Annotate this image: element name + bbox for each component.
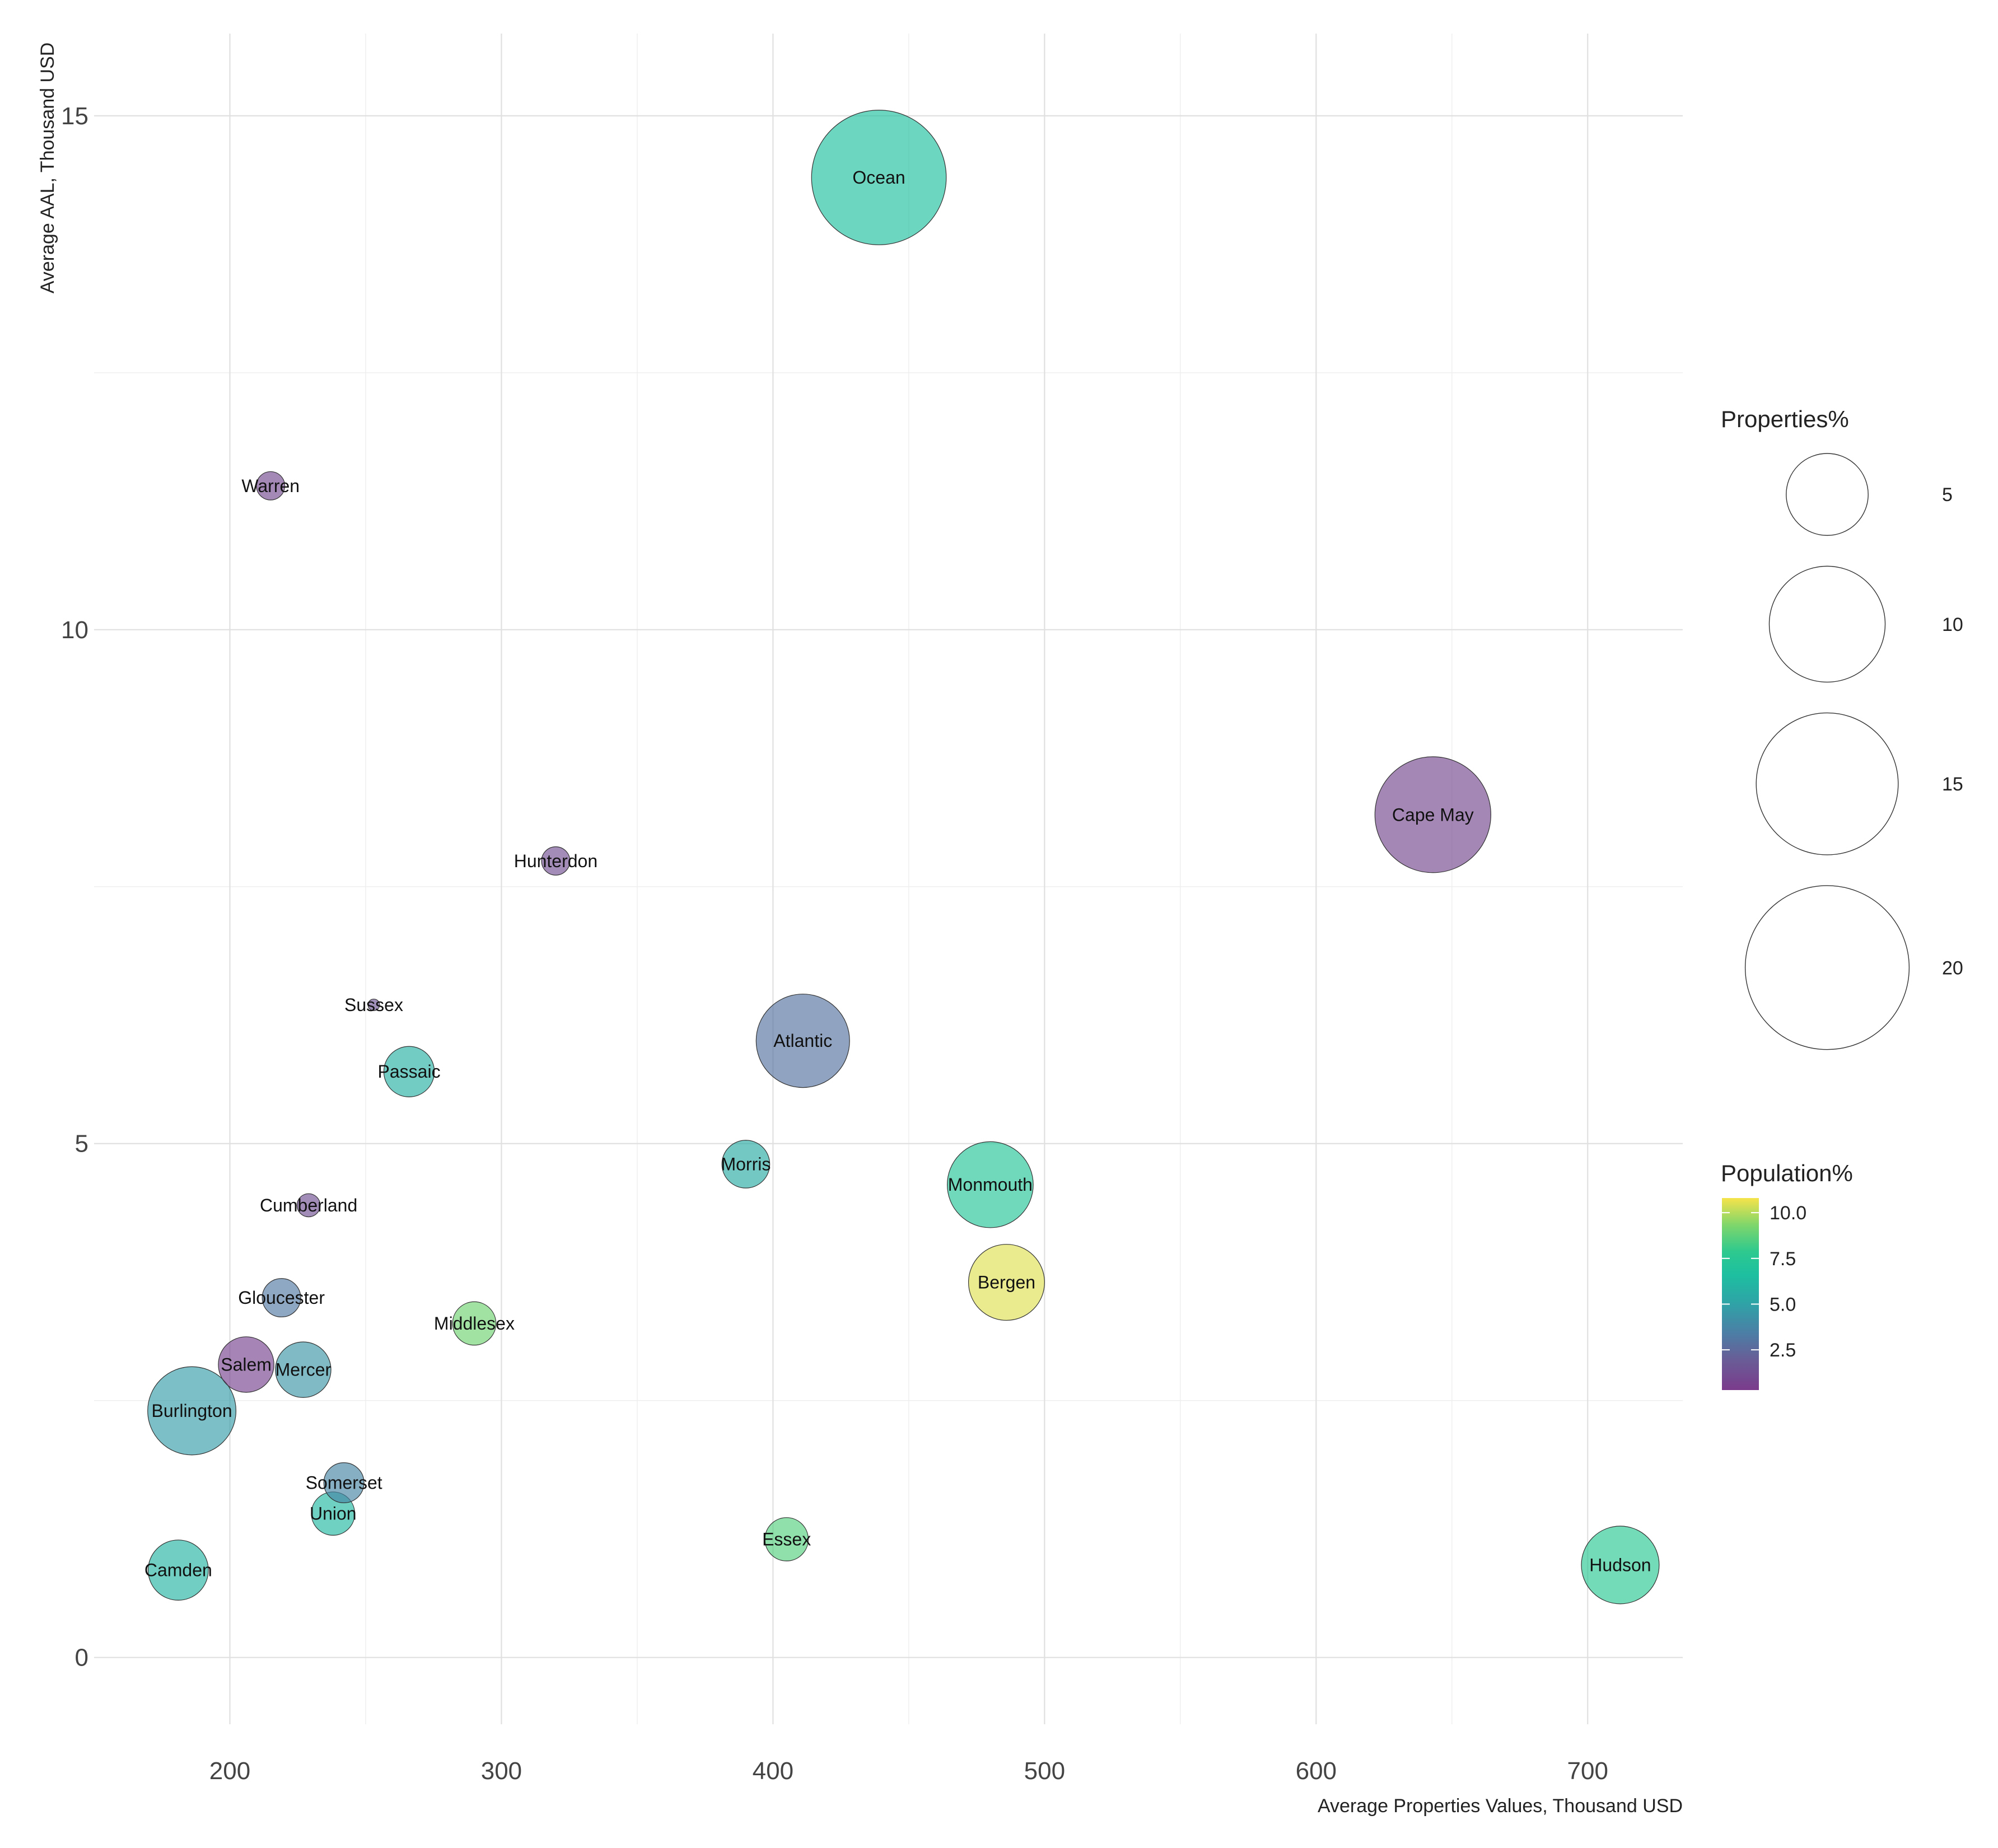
bubble-label-sussex: Sussex (344, 995, 403, 1015)
bubble-label-warren: Warren (241, 476, 300, 496)
bubble-label-atlantic: Atlantic (773, 1031, 832, 1051)
bubble-cumberland (296, 1193, 321, 1218)
color-legend: Population% 2.5 5.0 7.5 10.0 (1721, 1160, 1853, 1390)
bubble-label-essex: Essex (762, 1529, 811, 1550)
bubble-label-middlesex: Middlesex (434, 1313, 515, 1334)
bubble-bergen (968, 1244, 1045, 1321)
bubble-label-ocean: Ocean (852, 167, 905, 188)
x-axis-ticks: 200 300 400 500 600 700 (209, 1757, 1608, 1785)
x-tick-label: 600 (1296, 1757, 1337, 1785)
x-tick-label: 500 (1024, 1757, 1065, 1785)
bubble-label-somerset: Somerset (306, 1473, 382, 1493)
x-tick-label: 300 (481, 1757, 522, 1785)
bubble-gloucester (262, 1278, 301, 1318)
bubbles (147, 110, 1660, 1604)
bubble-label-cape-may: Cape May (1392, 804, 1474, 825)
bubble-sussex (367, 998, 380, 1011)
y-axis-ticks: 0 5 10 15 (61, 102, 88, 1672)
bubble-label-bergen: Bergen (978, 1272, 1035, 1293)
size-legend-circle (1744, 885, 1910, 1050)
size-legend-label: 15 (1942, 774, 1963, 795)
bubble-atlantic (755, 994, 850, 1088)
bubble-morris (721, 1140, 771, 1189)
size-legend-title: Properties% (1721, 406, 1849, 432)
color-legend-label: 2.5 (1770, 1340, 1796, 1361)
minor-gridlines (94, 34, 1683, 1724)
bubble-warren (256, 471, 286, 500)
color-legend-label: 10.0 (1770, 1203, 1806, 1224)
bubble-label-morris: Morris (721, 1154, 771, 1174)
bubble-passaic (383, 1046, 435, 1097)
bubble-essex (764, 1517, 809, 1561)
color-legend-label: 5.0 (1770, 1294, 1796, 1315)
x-tick-label: 200 (209, 1757, 250, 1785)
bubble-label-mercer: Mercer (276, 1360, 332, 1380)
size-legend-label: 20 (1942, 957, 1963, 979)
bubble-somerset (323, 1462, 365, 1504)
bubble-mercer (275, 1341, 332, 1398)
bubble-hunterdon (541, 846, 571, 876)
y-tick-label: 0 (75, 1644, 88, 1672)
bubble-monmouth (946, 1141, 1034, 1228)
bubble-label-burlington: Burlington (152, 1401, 232, 1421)
y-tick-label: 15 (61, 102, 88, 130)
y-tick-label: 5 (75, 1130, 88, 1158)
bubble-label-gloucester: Gloucester (238, 1288, 325, 1308)
x-axis-title: Average Properties Values, Thousand USD (1318, 1795, 1683, 1817)
size-legend-circle (1768, 565, 1886, 683)
y-tick-label: 10 (61, 616, 88, 644)
x-tick-label: 400 (753, 1757, 793, 1785)
bubble-cape-may (1374, 756, 1491, 873)
bubble-label-hudson: Hudson (1589, 1555, 1651, 1575)
bubble-camden (147, 1540, 209, 1601)
bubble-ocean (811, 110, 947, 245)
bubble-label-union: Union (310, 1504, 357, 1524)
bubble-salem (218, 1336, 274, 1393)
color-bar (1722, 1198, 1759, 1390)
bubble-label-camden: Camden (144, 1560, 212, 1580)
x-tick-label: 700 (1567, 1757, 1608, 1785)
size-legend-circle (1786, 453, 1869, 536)
bubble-label-passaic: Passaic (378, 1061, 441, 1082)
bubble-burlington (147, 1366, 237, 1456)
y-axis-title: Average AAL, Thousand USD (37, 43, 58, 294)
bubble-label-monmouth: Monmouth (948, 1175, 1033, 1195)
bubble-label-salem: Salem (221, 1354, 272, 1374)
bubble-hudson (1581, 1526, 1660, 1604)
size-legend-label: 10 (1942, 614, 1963, 635)
bubble-label-hunterdon: Hunterdon (514, 851, 597, 871)
size-legend-label: 5 (1942, 484, 1953, 506)
bubble-labels: Ocean Warren Cape May Hunterdon Sussex Atlant… (144, 167, 1651, 1580)
color-legend-label: 7.5 (1770, 1248, 1796, 1270)
size-legend: Properties% 5 10 15 20 (1721, 406, 1963, 1050)
size-legend-circle (1756, 712, 1899, 855)
color-legend-title: Population% (1721, 1160, 1853, 1186)
bubble-middlesex (452, 1301, 497, 1346)
bubble-label-cumberland: Cumberland (260, 1195, 357, 1215)
